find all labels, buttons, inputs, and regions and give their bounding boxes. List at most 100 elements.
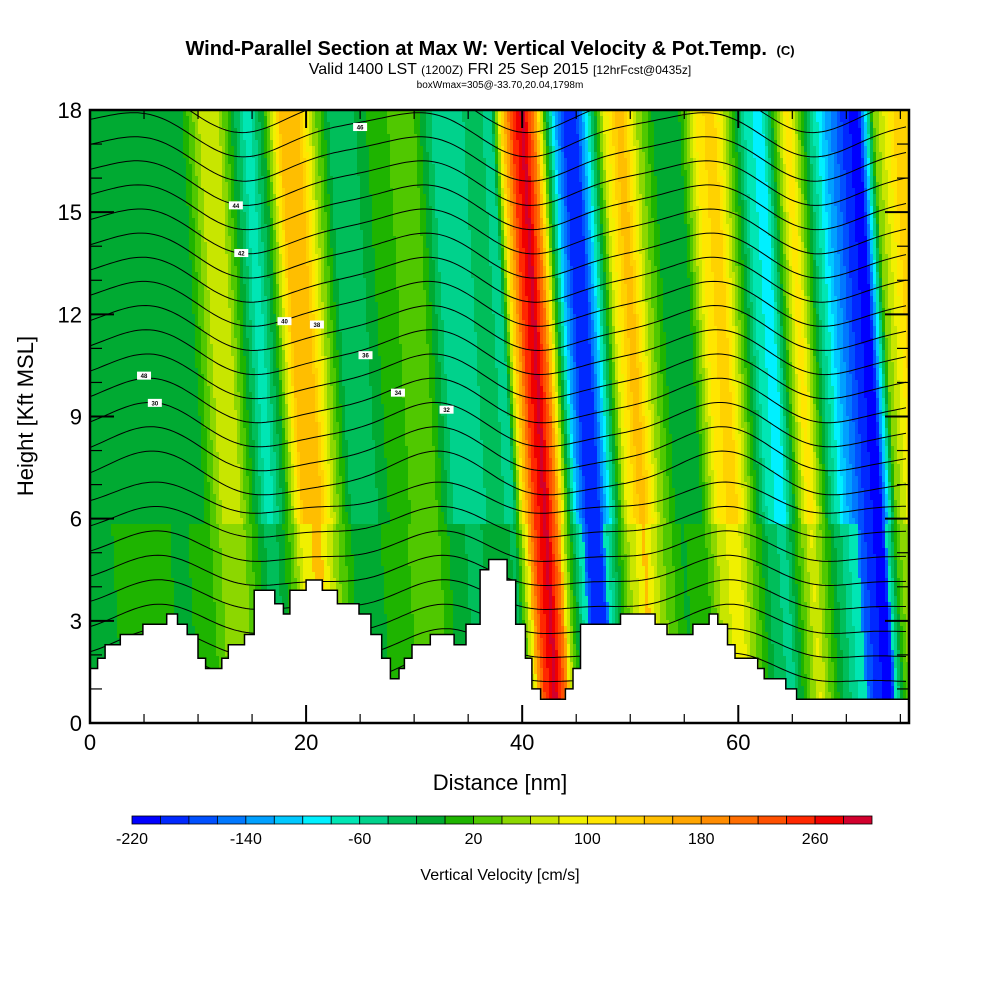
field-cell (462, 140, 466, 147)
field-cell (294, 200, 298, 207)
field-cell (567, 134, 571, 141)
field-cell (558, 128, 562, 135)
field-cell (702, 176, 706, 183)
field-cell (861, 146, 865, 153)
field-cell (654, 164, 658, 171)
field-cell (294, 152, 298, 159)
field-cell (753, 164, 757, 171)
field-cell (663, 170, 667, 177)
field-cell (189, 146, 193, 153)
field-cell (804, 182, 808, 189)
field-cell (258, 164, 262, 171)
field-cell (630, 176, 634, 183)
field-cell (852, 128, 856, 135)
field-cell (282, 188, 286, 195)
field-cell (300, 116, 304, 123)
field-cell (636, 212, 640, 219)
field-cell (357, 194, 361, 201)
field-cell (270, 188, 274, 195)
field-cell (102, 170, 106, 177)
field-cell (333, 116, 337, 123)
field-cell (276, 140, 280, 147)
field-cell (735, 152, 739, 159)
field-cell (489, 176, 493, 183)
field-cell (159, 176, 163, 183)
field-cell (201, 134, 205, 141)
field-cell (354, 206, 358, 213)
field-cell (771, 128, 775, 135)
field-cell (615, 158, 619, 165)
field-cell (615, 140, 619, 147)
field-cell (465, 164, 469, 171)
field-cell (165, 200, 169, 207)
field-cell (693, 152, 697, 159)
field-cell (888, 200, 892, 207)
field-cell (831, 134, 835, 141)
field-cell (177, 212, 181, 219)
field-cell (873, 170, 877, 177)
field-cell (786, 164, 790, 171)
field-cell (255, 146, 259, 153)
field-cell (753, 140, 757, 147)
field-cell (411, 146, 415, 153)
field-cell (504, 212, 508, 219)
field-cell (504, 182, 508, 189)
field-cell (765, 164, 769, 171)
field-cell (327, 194, 331, 201)
field-cell (390, 176, 394, 183)
field-cell (270, 212, 274, 219)
field-cell (240, 134, 244, 141)
field-cell (330, 134, 334, 141)
field-cell (543, 140, 547, 147)
field-cell (168, 182, 172, 189)
field-cell (525, 170, 529, 177)
field-cell (717, 146, 721, 153)
field-cell (513, 158, 517, 165)
field-cell (162, 194, 166, 201)
field-cell (648, 152, 652, 159)
field-cell (834, 164, 838, 171)
field-cell (357, 146, 361, 153)
field-cell (345, 164, 349, 171)
field-cell (819, 182, 823, 189)
field-cell (615, 128, 619, 135)
field-cell (645, 200, 649, 207)
field-cell (117, 164, 121, 171)
field-cell (510, 212, 514, 219)
field-cell (168, 206, 172, 213)
field-cell (132, 164, 136, 171)
field-cell (735, 194, 739, 201)
field-cell (792, 182, 796, 189)
field-cell (720, 170, 724, 177)
field-cell (867, 194, 871, 201)
field-cell (408, 128, 412, 135)
field-cell (231, 218, 235, 225)
field-cell (651, 182, 655, 189)
field-cell (834, 140, 838, 147)
field-cell (303, 218, 307, 225)
field-cell (447, 152, 451, 159)
field-cell (519, 212, 523, 219)
field-cell (717, 194, 721, 201)
field-cell (807, 152, 811, 159)
field-cell (576, 200, 580, 207)
field-cell (741, 116, 745, 123)
field-cell (780, 182, 784, 189)
field-cell (459, 134, 463, 141)
field-cell (165, 176, 169, 183)
field-cell (753, 146, 757, 153)
field-cell (708, 188, 712, 195)
field-cell (546, 194, 550, 201)
field-cell (849, 182, 853, 189)
field-cell (663, 152, 667, 159)
field-cell (666, 170, 670, 177)
field-cell (513, 122, 517, 129)
field-cell (627, 206, 631, 213)
field-cell (468, 146, 472, 153)
field-cell (813, 134, 817, 141)
field-cell (402, 128, 406, 135)
field-cell (174, 158, 178, 165)
field-cell (396, 164, 400, 171)
field-cell (294, 116, 298, 123)
field-cell (801, 170, 805, 177)
